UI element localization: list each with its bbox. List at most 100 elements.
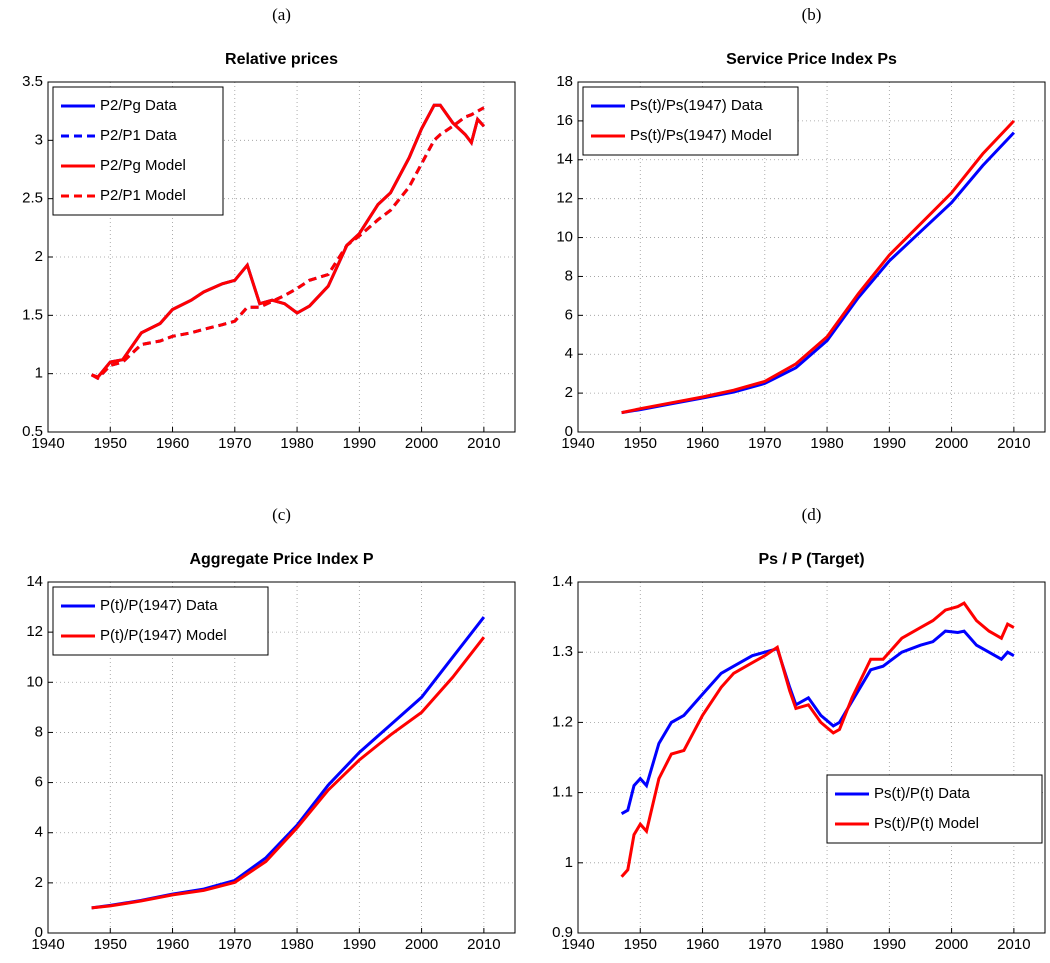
y-tick-label: 3.5 bbox=[22, 73, 43, 90]
y-tick-label: 0.5 bbox=[22, 423, 43, 440]
x-tick-label: 1950 bbox=[94, 936, 127, 953]
legend-label: P2/P1 Data bbox=[100, 127, 177, 144]
x-tick-label: 1980 bbox=[810, 936, 843, 953]
y-tick-label: 14 bbox=[26, 573, 43, 590]
x-tick-label: 1960 bbox=[156, 936, 189, 953]
x-tick-label: 1940 bbox=[561, 435, 594, 452]
y-tick-label: 2 bbox=[35, 874, 43, 891]
x-tick-label: 1980 bbox=[810, 435, 843, 452]
x-tick-label: 2010 bbox=[467, 435, 500, 452]
legend: P(t)/P(1947) Data P(t)/P(1947) Model bbox=[52, 586, 269, 656]
y-tick-label: 2 bbox=[35, 248, 43, 265]
x-tick-label: 1980 bbox=[280, 435, 313, 452]
x-tick-label: 1960 bbox=[156, 435, 189, 452]
y-tick-label: 1.4 bbox=[552, 573, 573, 590]
plot-frame bbox=[47, 81, 516, 433]
y-tick-label: 0 bbox=[565, 423, 573, 440]
x-tick-label: 1970 bbox=[218, 936, 251, 953]
legend-label: Ps(t)/Ps(1947) Model bbox=[630, 127, 772, 144]
y-tick-label: 14 bbox=[556, 151, 573, 168]
x-tick-label: 1980 bbox=[280, 936, 313, 953]
y-tick-label: 1.3 bbox=[552, 643, 573, 660]
chart-title: Service Price Index Ps bbox=[726, 51, 897, 68]
y-tick-label: 12 bbox=[26, 623, 43, 640]
y-tick-label: 0 bbox=[35, 924, 43, 941]
chart-title: Aggregate Price Index P bbox=[189, 551, 373, 568]
y-tick-label: 12 bbox=[556, 190, 573, 207]
legend: P2/Pg Data P2/P1 Data P2/Pg Model P2/P1 Mod… bbox=[52, 86, 224, 216]
x-tick-label: 1940 bbox=[561, 936, 594, 953]
subplot: (d) Ps / P (Target) 1940 1950 1960 1970 1980 19… bbox=[552, 505, 1046, 953]
legend-label: P(t)/P(1947) Data bbox=[100, 597, 218, 614]
legend-label: P(t)/P(1947) Model bbox=[100, 627, 227, 644]
y-tick-label: 1.2 bbox=[552, 713, 573, 730]
y-tick-label: 1 bbox=[35, 365, 43, 382]
x-tick-label: 2010 bbox=[997, 936, 1030, 953]
y-tick-label: 18 bbox=[556, 73, 573, 90]
x-tick-label: 1940 bbox=[31, 435, 64, 452]
legend: Ps(t)/P(t) Data Ps(t)/P(t) Model bbox=[826, 774, 1043, 844]
panel-label: (d) bbox=[802, 505, 822, 524]
legend-box bbox=[582, 86, 799, 156]
x-tick-label: 1940 bbox=[31, 936, 64, 953]
y-tick-label: 8 bbox=[565, 267, 573, 284]
legend-box bbox=[52, 86, 224, 216]
data-line bbox=[620, 629, 1015, 816]
data-line bbox=[620, 601, 1015, 878]
chart-title: Relative prices bbox=[225, 51, 338, 68]
panel-label: (b) bbox=[802, 5, 822, 24]
y-tick-label: 3 bbox=[35, 131, 43, 148]
x-tick-label: 1990 bbox=[873, 936, 906, 953]
x-tick-label: 1950 bbox=[624, 435, 657, 452]
x-tick-label: 1990 bbox=[343, 936, 376, 953]
y-tick-label: 1.1 bbox=[552, 784, 573, 801]
x-tick-label: 1960 bbox=[686, 936, 719, 953]
x-tick-label: 1960 bbox=[686, 435, 719, 452]
x-tick-label: 2000 bbox=[935, 435, 968, 452]
x-tick-label: 1950 bbox=[94, 435, 127, 452]
data-line bbox=[621, 131, 1015, 415]
x-tick-label: 1950 bbox=[624, 936, 657, 953]
y-tick-label: 10 bbox=[556, 229, 573, 246]
x-tick-label: 1970 bbox=[748, 435, 781, 452]
x-tick-label: 1970 bbox=[748, 936, 781, 953]
legend-label: Ps(t)/P(t) Data bbox=[874, 785, 971, 802]
y-tick-label: 1 bbox=[565, 854, 573, 871]
chart-title: Ps / P (Target) bbox=[758, 551, 864, 568]
y-tick-label: 6 bbox=[35, 774, 43, 791]
x-tick-label: 2010 bbox=[467, 936, 500, 953]
legend-box bbox=[826, 774, 1043, 844]
data-line bbox=[91, 636, 486, 910]
x-tick-label: 2010 bbox=[997, 435, 1030, 452]
x-tick-label: 2000 bbox=[935, 936, 968, 953]
subplot: (c) Aggregate Price Index P 1940 1950 1960 19… bbox=[26, 505, 516, 953]
legend-label: P2/Pg Data bbox=[100, 97, 177, 114]
data-line bbox=[621, 119, 1015, 415]
x-tick-label: 1990 bbox=[343, 435, 376, 452]
x-tick-label: 1970 bbox=[218, 435, 251, 452]
y-tick-label: 0.9 bbox=[552, 924, 573, 941]
legend-box bbox=[52, 586, 269, 656]
y-tick-label: 2 bbox=[565, 384, 573, 401]
y-tick-label: 2.5 bbox=[22, 190, 43, 207]
legend-label: Ps(t)/Ps(1947) Data bbox=[630, 97, 763, 114]
plot-frame bbox=[577, 81, 1046, 433]
plot-frame bbox=[577, 581, 1046, 934]
legend-label: Ps(t)/P(t) Model bbox=[874, 815, 979, 832]
subplot: (a) Relative prices 1940 1950 1960 1970 1980 19… bbox=[22, 5, 516, 452]
panel-label: (c) bbox=[272, 505, 291, 524]
y-tick-label: 4 bbox=[565, 345, 573, 362]
legend-label: P2/P1 Model bbox=[100, 187, 186, 204]
legend-label: P2/Pg Model bbox=[100, 157, 186, 174]
x-tick-label: 1990 bbox=[873, 435, 906, 452]
y-tick-label: 8 bbox=[35, 723, 43, 740]
data-line bbox=[91, 616, 486, 910]
panel-label: (a) bbox=[272, 5, 291, 24]
x-tick-label: 2000 bbox=[405, 936, 438, 953]
plot-frame bbox=[47, 581, 516, 934]
y-tick-label: 6 bbox=[565, 306, 573, 323]
x-tick-label: 2000 bbox=[405, 435, 438, 452]
data-line bbox=[91, 103, 486, 379]
y-tick-label: 16 bbox=[556, 112, 573, 129]
